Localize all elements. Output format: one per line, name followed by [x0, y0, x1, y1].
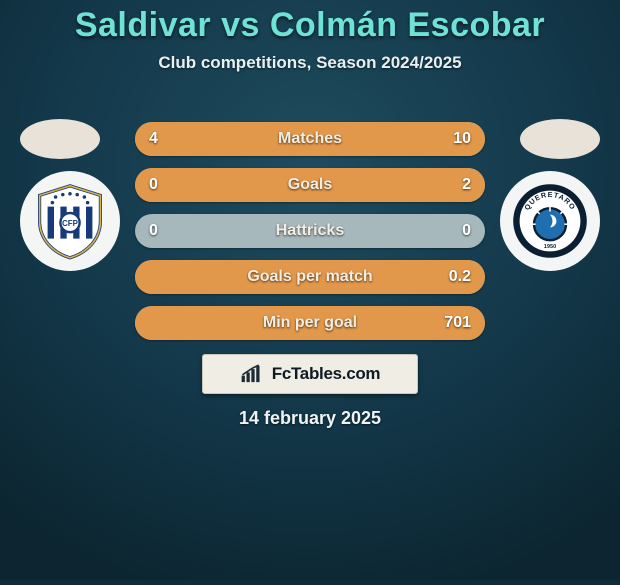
stat-label: Min per goal	[135, 306, 485, 340]
stat-value-right: 10	[453, 122, 471, 156]
club-badge-left: CFP	[20, 171, 120, 271]
stat-label: Hattricks	[135, 214, 485, 248]
stat-row: Hattricks0 0	[135, 214, 485, 248]
stat-row: Matches4 10	[135, 122, 485, 156]
player-avatar-left	[20, 119, 100, 159]
stat-label: Matches	[135, 122, 485, 156]
player-avatar-right	[520, 119, 600, 159]
svg-text:1950: 1950	[544, 244, 556, 250]
queretaro-crest-icon: QUERETARO 1950	[510, 181, 590, 261]
stat-value-right: 0.2	[449, 260, 471, 294]
stat-value-left: 4	[149, 122, 158, 156]
stat-value-right: 0	[462, 214, 471, 248]
stat-label: Goals	[135, 168, 485, 202]
stat-value-left: 0	[149, 214, 158, 248]
stat-value-left: 0	[149, 168, 158, 202]
stat-row: Min per goal701	[135, 306, 485, 340]
stat-label: Goals per match	[135, 260, 485, 294]
pachuca-crest-icon: CFP	[30, 181, 110, 261]
stat-rows: Matches410Goals02Hattricks00Goals per ma…	[135, 122, 485, 352]
svg-text:CFP: CFP	[62, 219, 79, 228]
stat-value-right: 2	[462, 168, 471, 202]
date-text: 14 february 2025	[0, 408, 620, 429]
bar-chart-icon	[240, 364, 266, 384]
season-subtitle: Club competitions, Season 2024/2025	[0, 53, 620, 73]
brand-box: FcTables.com	[202, 354, 418, 394]
brand-text: FcTables.com	[272, 364, 381, 384]
stat-row: Goals0 2	[135, 168, 485, 202]
stat-row: Goals per match0.2	[135, 260, 485, 294]
club-badge-right: QUERETARO 1950	[500, 171, 600, 271]
stat-value-right: 701	[444, 306, 471, 340]
page-title: Saldivar vs Colmán Escobar	[0, 0, 620, 45]
